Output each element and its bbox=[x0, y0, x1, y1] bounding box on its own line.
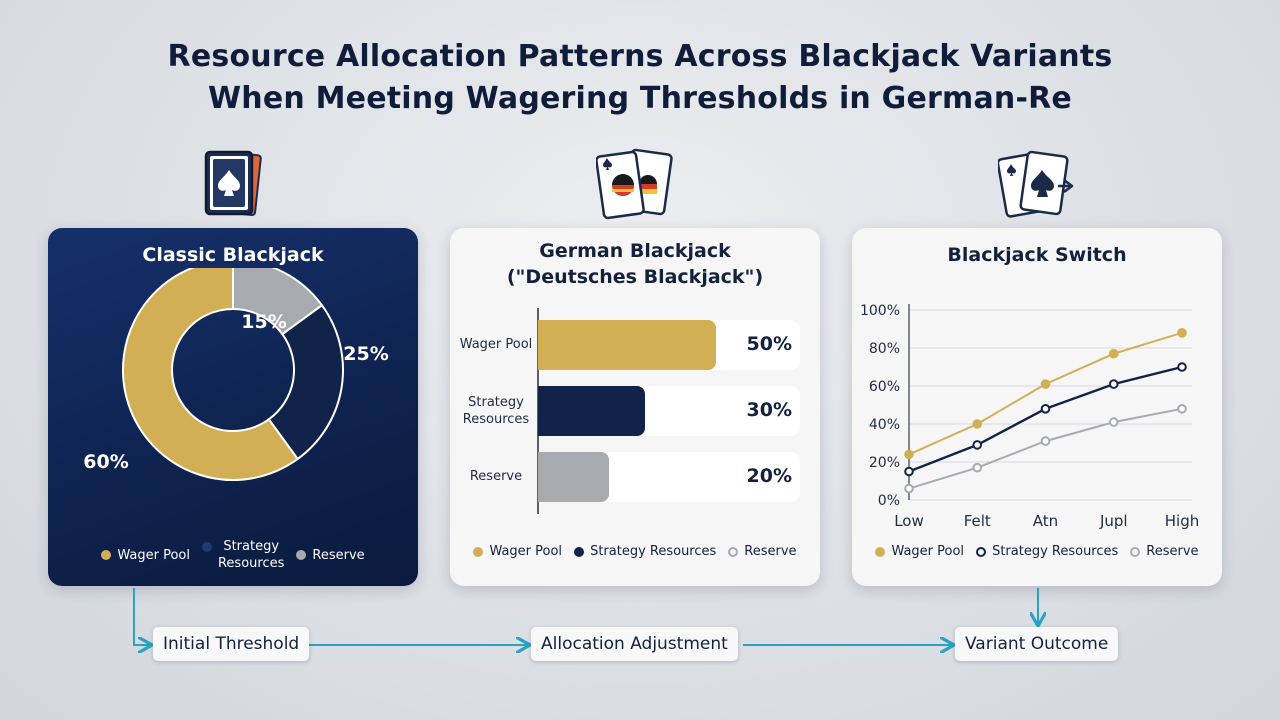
point-reserve-low bbox=[904, 483, 914, 494]
point-wager-pool-low bbox=[904, 449, 914, 460]
legend-swatch-wager-pool bbox=[101, 550, 112, 560]
point-strategy-resources-atn bbox=[1040, 404, 1051, 414]
donut-slice-wager-pool bbox=[122, 268, 300, 481]
german-blackjack-title-line-2: ("Deutsches Blackjack") bbox=[506, 266, 764, 288]
legend-swatch-reserve bbox=[1130, 546, 1141, 557]
german-blackjack-title-line-1: German Blackjack bbox=[539, 240, 731, 262]
y-tick-label-5: 100% bbox=[860, 303, 900, 319]
bar-row-wager-pool: Wager Pool 50% bbox=[450, 320, 820, 370]
legend-swatch-reserve bbox=[728, 546, 739, 557]
legend-swatch-wager-pool bbox=[875, 546, 886, 557]
classic-legend: Wager Pool Strategy Resources Reserve bbox=[48, 538, 418, 572]
legend-label-strategy-resources: Strategy Resources bbox=[992, 544, 1119, 559]
legend-item-reserve: Reserve bbox=[728, 544, 797, 559]
legend-label-wager-pool: Wager Pool bbox=[891, 544, 965, 559]
bar-label-wager-pool: Wager Pool bbox=[459, 337, 533, 352]
point-wager-pool-felt bbox=[972, 419, 983, 429]
flow-step-initial-threshold: Initial Threshold bbox=[153, 627, 310, 661]
legend-swatch-reserve bbox=[296, 550, 307, 560]
legend-swatch-strategy-resources bbox=[574, 546, 585, 557]
blackjack-switch-title: Blackjack Switch bbox=[947, 244, 1127, 266]
point-strategy-resources-high bbox=[1177, 362, 1187, 372]
legend-label-reserve: Reserve bbox=[1146, 544, 1199, 559]
line-chart: 0% 20% 40% 60% 80% 100% Low Felt Atn Jupl High bbox=[860, 303, 1199, 530]
point-reserve-high bbox=[1177, 404, 1187, 414]
bar-track-wager-pool: 50% bbox=[538, 320, 800, 370]
german-blackjack-panel: German Blackjack ("Deutsches Blackjack")… bbox=[450, 228, 820, 586]
x-tick-label-high: High bbox=[1165, 512, 1199, 530]
donut-slice-strategy-resources bbox=[267, 303, 344, 461]
classic-blackjack-title: Classic Blackjack bbox=[142, 244, 324, 266]
bar-value-strategy-resources: 30% bbox=[746, 399, 792, 421]
page-title-line-1: Resource Allocation Patterns Across Blac… bbox=[167, 39, 1113, 74]
legend-item-strategy-resources: Strategy Resources bbox=[976, 544, 1118, 559]
point-strategy-resources-felt bbox=[972, 440, 983, 450]
legend-label-strategy-resources: Strategy Resources bbox=[590, 544, 717, 559]
bar-value-wager-pool: 50% bbox=[746, 333, 792, 355]
bar-row-strategy-resources: Strategy Resources 30% bbox=[450, 386, 820, 436]
donut-label-wager-pool: 60% bbox=[83, 451, 128, 473]
donut-chart: 60% 25% 15% bbox=[83, 268, 389, 481]
german-legend: Wager Pool Strategy Resources Reserve bbox=[450, 544, 820, 559]
legend-label-wager-pool: Wager Pool bbox=[489, 544, 563, 559]
point-wager-pool-high bbox=[1177, 328, 1187, 338]
bar-track-strategy-resources: 30% bbox=[538, 386, 800, 436]
x-tick-label-low: Low bbox=[894, 512, 924, 530]
flow-step-allocation-adjustment: Allocation Adjustment bbox=[531, 627, 738, 661]
legend-label-reserve: Reserve bbox=[744, 544, 797, 559]
bar-row-reserve: Reserve 20% bbox=[450, 452, 820, 502]
bar-fill-strategy-resources bbox=[538, 386, 645, 436]
bar-value-reserve: 20% bbox=[746, 465, 792, 487]
bar-track-reserve: 20% bbox=[538, 452, 800, 502]
legend-item-reserve: Reserve bbox=[296, 547, 365, 563]
bar-fill-wager-pool bbox=[538, 320, 716, 370]
switch-cards-icon bbox=[998, 150, 1074, 218]
legend-item-wager-pool: Wager Pool bbox=[473, 544, 562, 559]
legend-swatch-strategy-resources bbox=[976, 546, 987, 557]
x-tick-label-atn: Atn bbox=[1033, 512, 1058, 530]
legend-item-strategy-resources: Strategy Resources bbox=[574, 544, 716, 559]
point-reserve-felt bbox=[972, 462, 983, 473]
classic-blackjack-panel: Classic Blackjack 60% 25% 15% Wager Pool S… bbox=[48, 228, 418, 586]
german-flag-cards-icon bbox=[596, 148, 673, 220]
spade-cards-icon bbox=[204, 150, 262, 217]
legend-swatch-strategy-resources bbox=[201, 542, 212, 552]
point-strategy-resources-jupl bbox=[1108, 379, 1119, 389]
german-blackjack-title: German Blackjack ("Deutsches Blackjack") bbox=[450, 238, 820, 290]
legend-swatch-wager-pool bbox=[473, 546, 484, 557]
x-tick-label-felt: Felt bbox=[964, 512, 991, 530]
switch-legend: Wager Pool Strategy Resources Reserve bbox=[852, 544, 1222, 559]
x-tick-label-jupl: Jupl bbox=[1099, 512, 1128, 530]
legend-item-wager-pool: Wager Pool bbox=[875, 544, 964, 559]
point-reserve-jupl bbox=[1108, 417, 1119, 427]
y-tick-label-1: 20% bbox=[869, 455, 900, 471]
blackjack-switch-panel: Blackjack Switch 0% 20% 40% 60% 80% 100% Low Fe… bbox=[852, 228, 1222, 586]
page-title-line-2: When Meeting Wagering Thresholds in Germ… bbox=[208, 81, 1072, 116]
bar-label-reserve: Reserve bbox=[469, 469, 523, 484]
bar-fill-reserve bbox=[538, 452, 609, 502]
y-tick-label-4: 80% bbox=[869, 341, 900, 357]
flow-step-variant-outcome: Variant Outcome bbox=[955, 627, 1119, 661]
legend-item-strategy-resources: Strategy Resources bbox=[201, 538, 285, 572]
legend-label-wager-pool: Wager Pool bbox=[117, 547, 190, 563]
y-tick-label-3: 60% bbox=[869, 379, 900, 395]
legend-label-reserve: Reserve bbox=[312, 547, 365, 563]
bar-label-strategy-resources: Strategy Resources bbox=[462, 395, 530, 427]
legend-label-strategy-resources: Strategy Resources bbox=[217, 539, 285, 571]
point-wager-pool-atn bbox=[1040, 379, 1051, 389]
y-tick-label-2: 40% bbox=[869, 417, 900, 433]
legend-item-wager-pool: Wager Pool bbox=[101, 548, 190, 563]
point-reserve-atn bbox=[1040, 436, 1051, 446]
legend-item-reserve: Reserve bbox=[1130, 544, 1199, 559]
y-tick-label-0: 0% bbox=[878, 493, 900, 509]
point-wager-pool-jupl bbox=[1108, 348, 1119, 359]
point-strategy-resources-low bbox=[904, 466, 914, 477]
flow-arrow-start bbox=[133, 588, 150, 645]
donut-label-reserve: 15% bbox=[241, 311, 286, 333]
page-title: Resource Allocation Patterns Across Blac… bbox=[0, 36, 1280, 120]
donut-label-strategy-resources: 25% bbox=[343, 343, 388, 365]
